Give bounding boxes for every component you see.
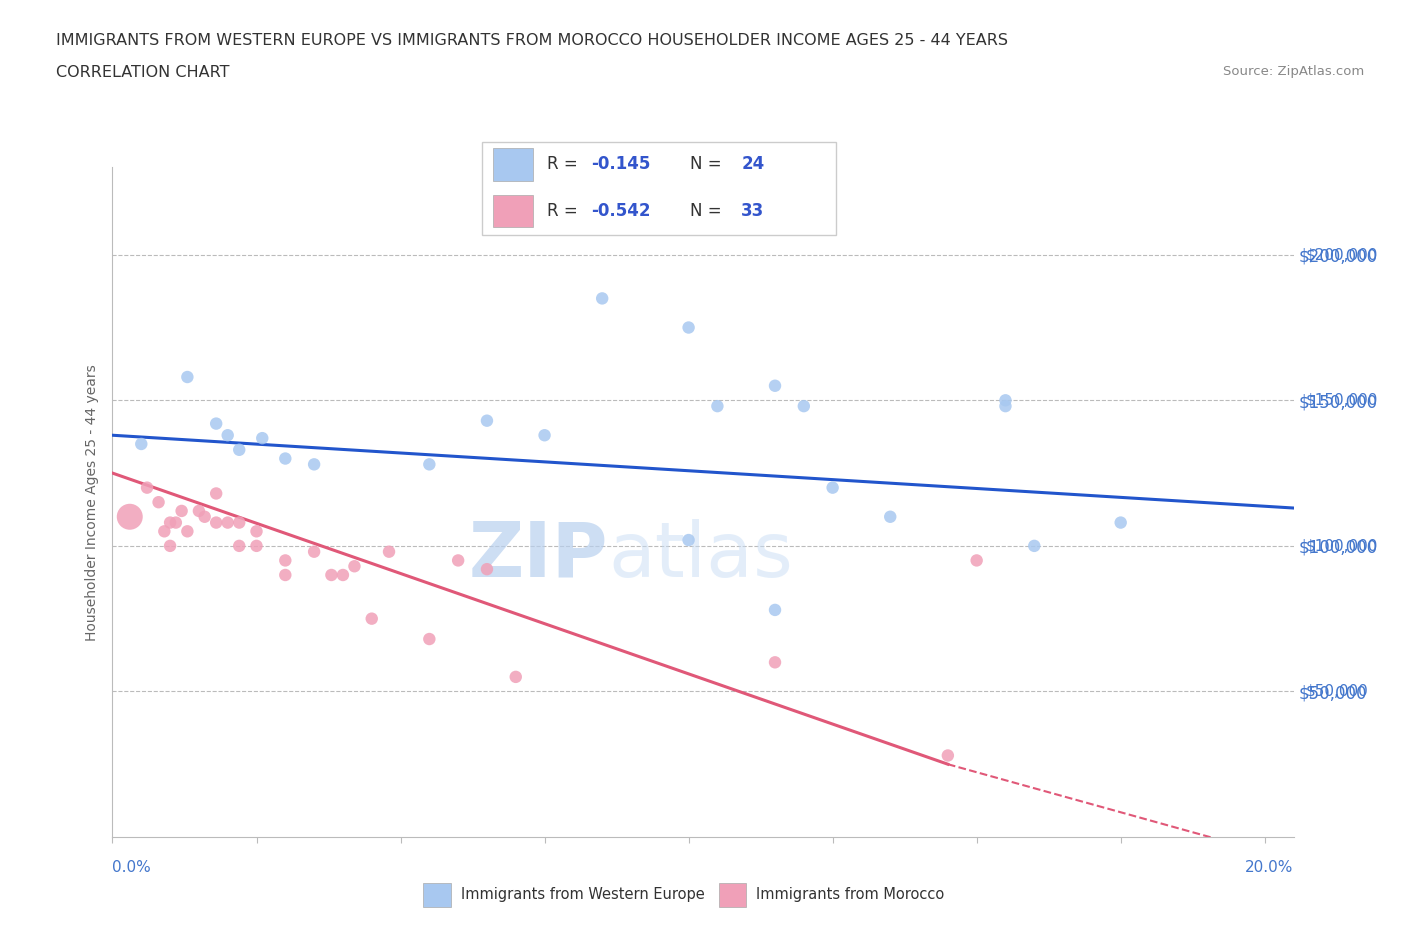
Text: $200,000: $200,000 (1305, 247, 1378, 262)
Point (302, 544, 325, 559)
Point (994, 399, 1017, 414)
Point (302, 457, 325, 472)
Text: $50,000: $50,000 (1305, 684, 1368, 699)
Point (159, 515, 181, 530)
Point (205, 515, 228, 530)
Point (118, 510, 141, 525)
Bar (423, 883, 451, 907)
Point (475, 413, 498, 428)
Text: IMMIGRANTS FROM WESTERN EUROPE VS IMMIGRANTS FROM MOROCCO HOUSEHOLDER INCOME AGE: IMMIGRANTS FROM WESTERN EUROPE VS IMMIGR… (56, 33, 1008, 47)
Point (228, 538, 250, 553)
Point (274, 567, 297, 582)
Point (1109, 515, 1132, 530)
Point (378, 544, 401, 559)
Point (763, 603, 786, 618)
Point (176, 369, 198, 384)
Point (217, 515, 239, 530)
Point (763, 379, 786, 393)
Point (245, 538, 267, 553)
Text: 20.0%: 20.0% (1246, 860, 1294, 875)
Point (205, 486, 228, 501)
Text: 33: 33 (741, 202, 765, 220)
Point (418, 457, 440, 472)
Text: 24: 24 (741, 155, 765, 173)
Point (148, 495, 170, 510)
Text: -0.145: -0.145 (592, 155, 651, 173)
Point (205, 416, 228, 431)
Point (274, 553, 297, 568)
Point (129, 436, 152, 451)
Text: Source: ZipAtlas.com: Source: ZipAtlas.com (1223, 65, 1364, 78)
Point (821, 480, 844, 495)
Point (159, 538, 181, 553)
Text: Immigrants from Western Europe: Immigrants from Western Europe (461, 887, 704, 902)
Point (321, 567, 343, 582)
Text: R =: R = (547, 155, 583, 173)
Y-axis label: Householder Income Ages 25 - 44 years: Householder Income Ages 25 - 44 years (86, 364, 100, 641)
Point (360, 611, 382, 626)
Point (187, 503, 209, 518)
Point (1024, 538, 1046, 553)
Point (217, 428, 239, 443)
Point (936, 748, 959, 763)
Point (165, 515, 187, 530)
Point (678, 320, 700, 335)
Point (475, 562, 498, 577)
Text: -0.542: -0.542 (592, 202, 651, 220)
Point (194, 510, 217, 525)
Point (343, 559, 366, 574)
Text: N =: N = (690, 202, 727, 220)
Point (678, 533, 700, 548)
Text: N =: N = (690, 155, 727, 173)
Text: R =: R = (547, 202, 583, 220)
Point (591, 291, 613, 306)
Point (763, 655, 786, 670)
Text: Immigrants from Morocco: Immigrants from Morocco (756, 887, 945, 902)
Point (447, 553, 470, 568)
Point (706, 399, 728, 414)
Text: $100,000: $100,000 (1305, 538, 1378, 553)
Point (153, 524, 176, 538)
Point (793, 399, 815, 414)
FancyBboxPatch shape (482, 142, 837, 235)
Point (533, 428, 555, 443)
Text: CORRELATION CHART: CORRELATION CHART (56, 65, 229, 80)
Point (170, 503, 193, 518)
Point (966, 553, 988, 568)
Point (274, 451, 297, 466)
Point (994, 392, 1017, 407)
Point (252, 431, 274, 445)
Bar (718, 883, 747, 907)
Point (418, 631, 440, 646)
Bar (492, 195, 533, 228)
Point (505, 670, 527, 684)
Point (176, 524, 198, 538)
Text: atlas: atlas (609, 519, 793, 592)
Text: $150,000: $150,000 (1305, 392, 1378, 407)
Point (245, 524, 267, 538)
Bar (492, 148, 533, 180)
Point (879, 510, 901, 525)
Text: ZIP: ZIP (470, 519, 609, 592)
Point (228, 443, 250, 458)
Point (332, 567, 354, 582)
Point (136, 480, 159, 495)
Text: 0.0%: 0.0% (112, 860, 152, 875)
Point (228, 515, 250, 530)
